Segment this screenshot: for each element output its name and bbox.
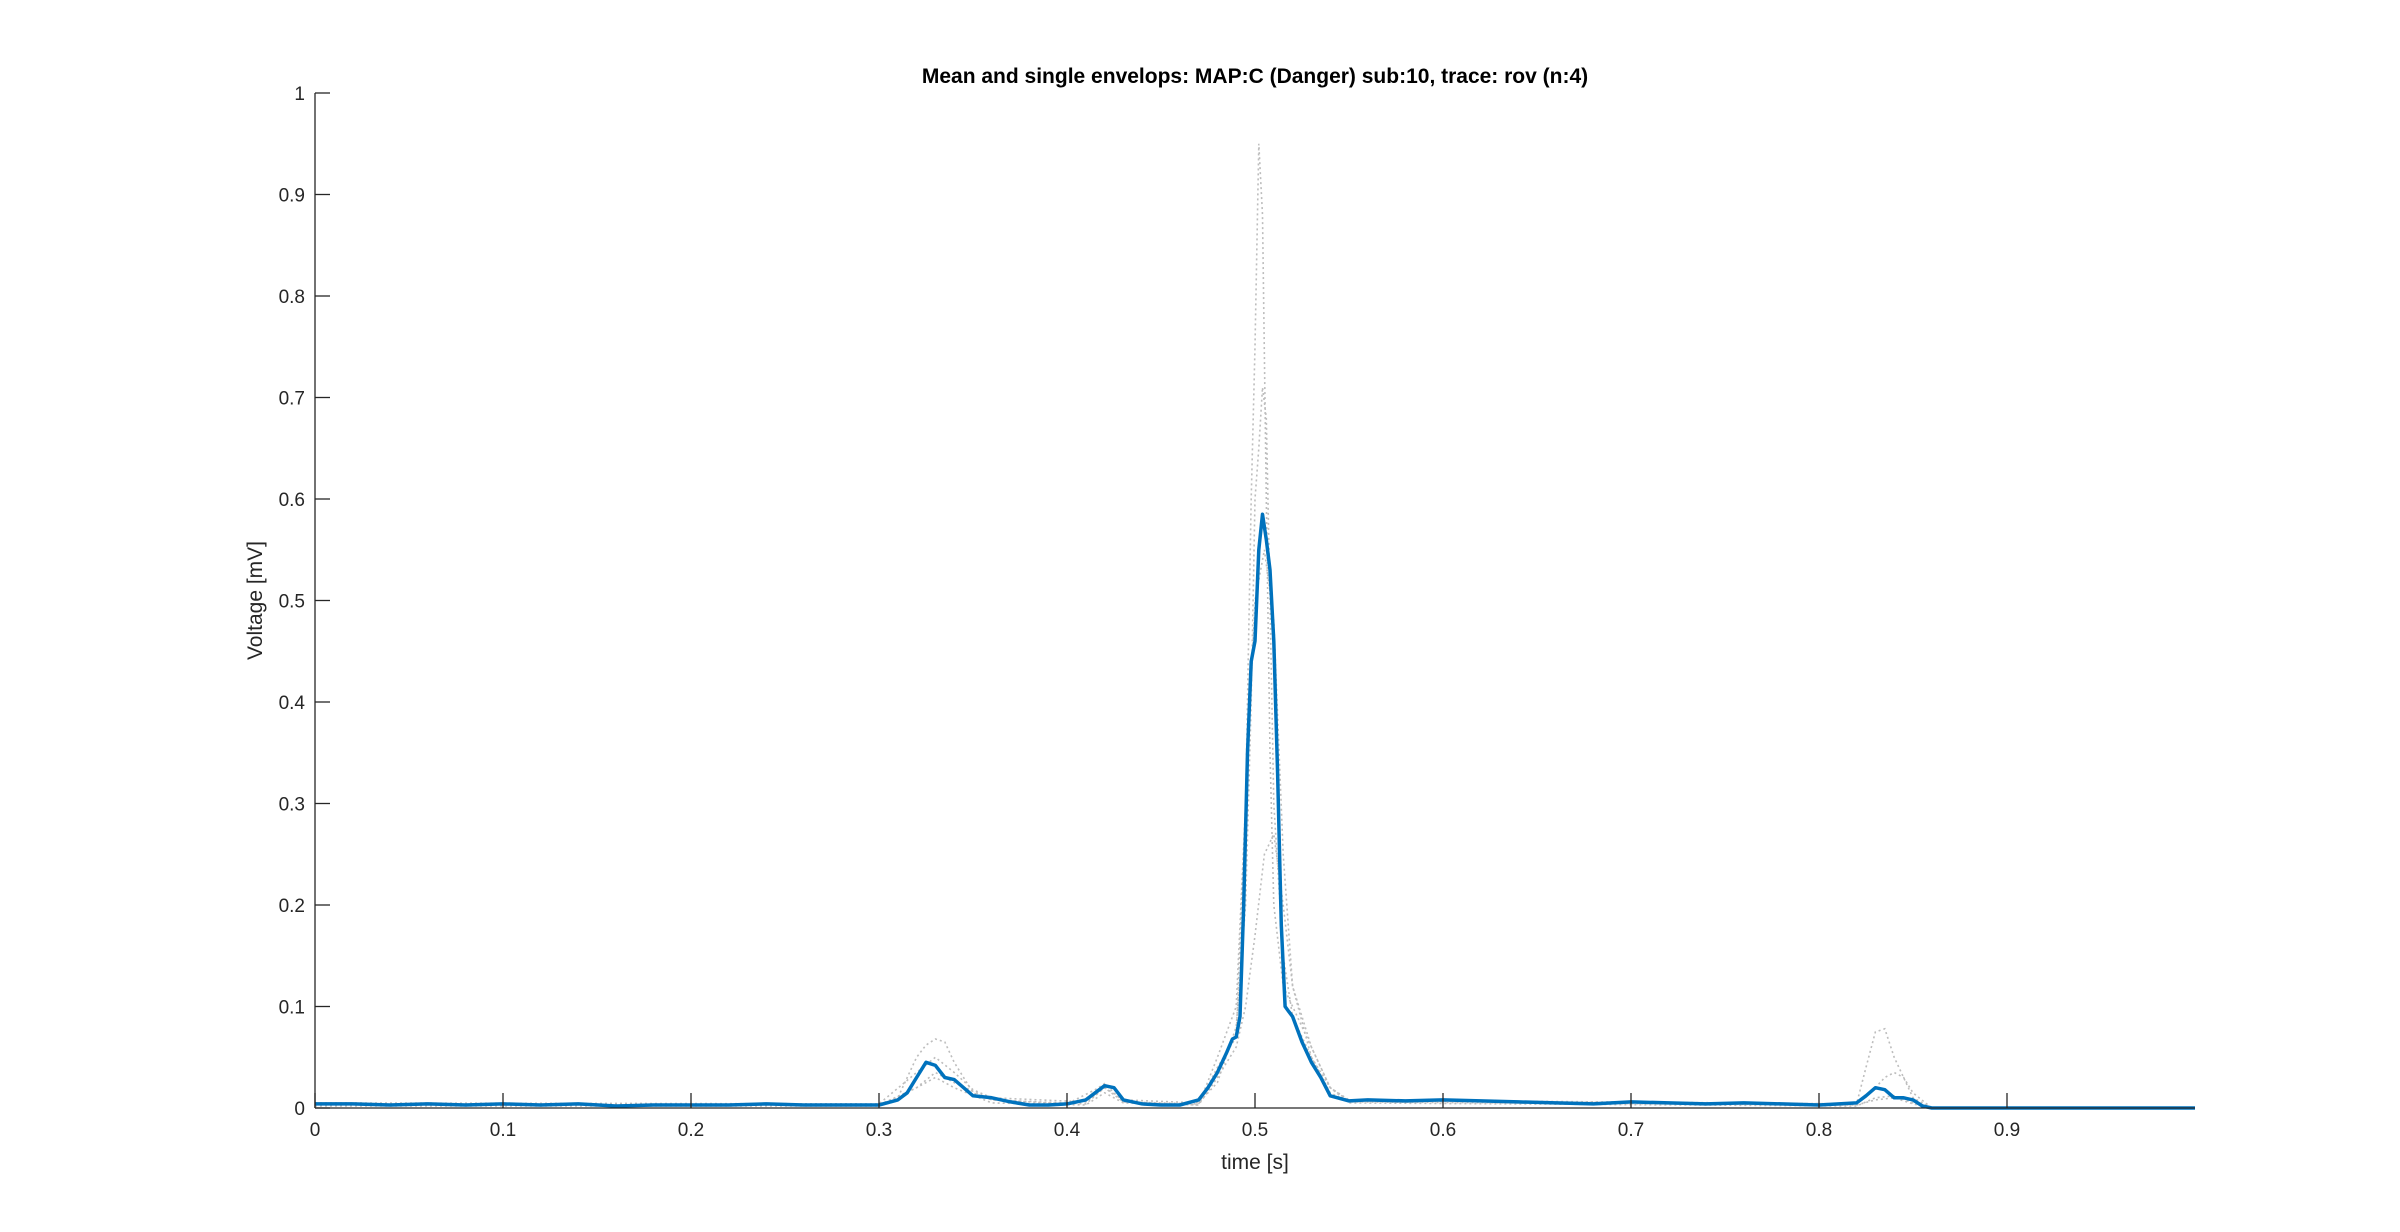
x-tick-label: 0 xyxy=(310,1120,321,1141)
x-tick-label: 0.5 xyxy=(1242,1120,1268,1141)
y-tick-label: 0 xyxy=(294,1099,305,1120)
plot-area: 0 0.1 0.2 0.3 0.4 0.5 0.6 0.7 0.8 0.9 0 0.1 0.2 0.3 0.… xyxy=(279,84,2195,1141)
x-tick-label: 0.6 xyxy=(1430,1120,1456,1141)
y-tick-label: 0.8 xyxy=(279,287,305,308)
x-tick-label: 0.2 xyxy=(678,1120,704,1141)
x-tick-label: 0.9 xyxy=(1994,1120,2020,1141)
y-tick-label: 0.4 xyxy=(279,693,306,714)
y-tick-label: 0.1 xyxy=(279,998,305,1019)
x-tick-label: 0.4 xyxy=(1054,1120,1081,1141)
axes-layer: 0 0.1 0.2 0.3 0.4 0.5 0.6 0.7 0.8 0.9 0 0.1 0.2 0.3 0.… xyxy=(279,84,2195,1141)
single-envelope-line-3 xyxy=(315,831,2195,1109)
y-tick-label: 0.6 xyxy=(279,490,305,511)
x-axis-label: time [s] xyxy=(1221,1151,1289,1174)
y-tick-label: 1 xyxy=(294,84,305,105)
x-tick-label: 0.1 xyxy=(490,1120,516,1141)
y-tick-label: 0.3 xyxy=(279,795,305,816)
y-tick-label: 0.2 xyxy=(279,896,305,917)
y-tick-label: 0.5 xyxy=(279,592,305,613)
series-layer xyxy=(314,143,2195,1110)
y-axis-label: Voltage [mV] xyxy=(244,541,267,660)
x-tick-label: 0.3 xyxy=(866,1120,892,1141)
chart-title: Mean and single envelops: MAP:C (Danger)… xyxy=(922,65,1588,88)
x-tick-label: 0.8 xyxy=(1806,1120,1832,1141)
single-envelope-line-1 xyxy=(315,143,2195,1109)
y-tick-label: 0.7 xyxy=(279,389,305,410)
y-tick-label: 0.9 xyxy=(279,186,305,207)
mean-envelope-line xyxy=(315,512,2195,1110)
x-tick-label: 0.7 xyxy=(1618,1120,1644,1141)
